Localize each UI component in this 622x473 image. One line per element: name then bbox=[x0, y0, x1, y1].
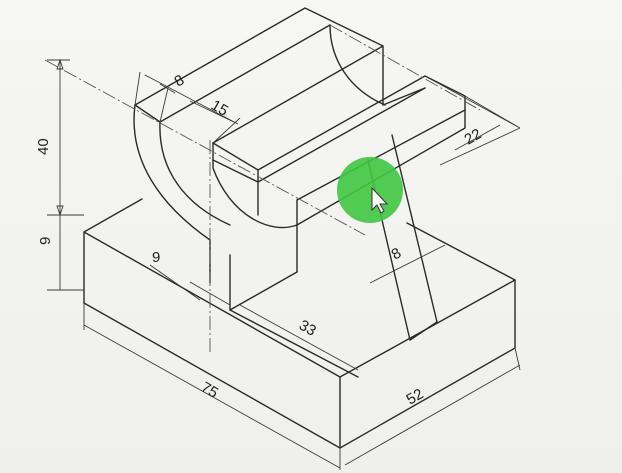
dim-22: 22 bbox=[462, 125, 485, 148]
dim-9-inner: 9 bbox=[152, 249, 160, 266]
dim-40: 40 bbox=[35, 138, 52, 155]
dim-15: 15 bbox=[208, 97, 231, 120]
cursor-highlight bbox=[337, 157, 403, 223]
dim-33: 33 bbox=[296, 317, 319, 340]
dim-75: 75 bbox=[198, 379, 221, 402]
mouse-pointer-icon bbox=[371, 186, 389, 214]
top-block bbox=[133, 7, 466, 241]
column bbox=[209, 224, 359, 378]
dimension-lines bbox=[47, 58, 521, 470]
dim-8-top: 8 bbox=[172, 72, 188, 91]
center-lines bbox=[44, 24, 481, 355]
dim-9-left: 9 bbox=[37, 237, 54, 245]
dim-52: 52 bbox=[404, 385, 427, 408]
